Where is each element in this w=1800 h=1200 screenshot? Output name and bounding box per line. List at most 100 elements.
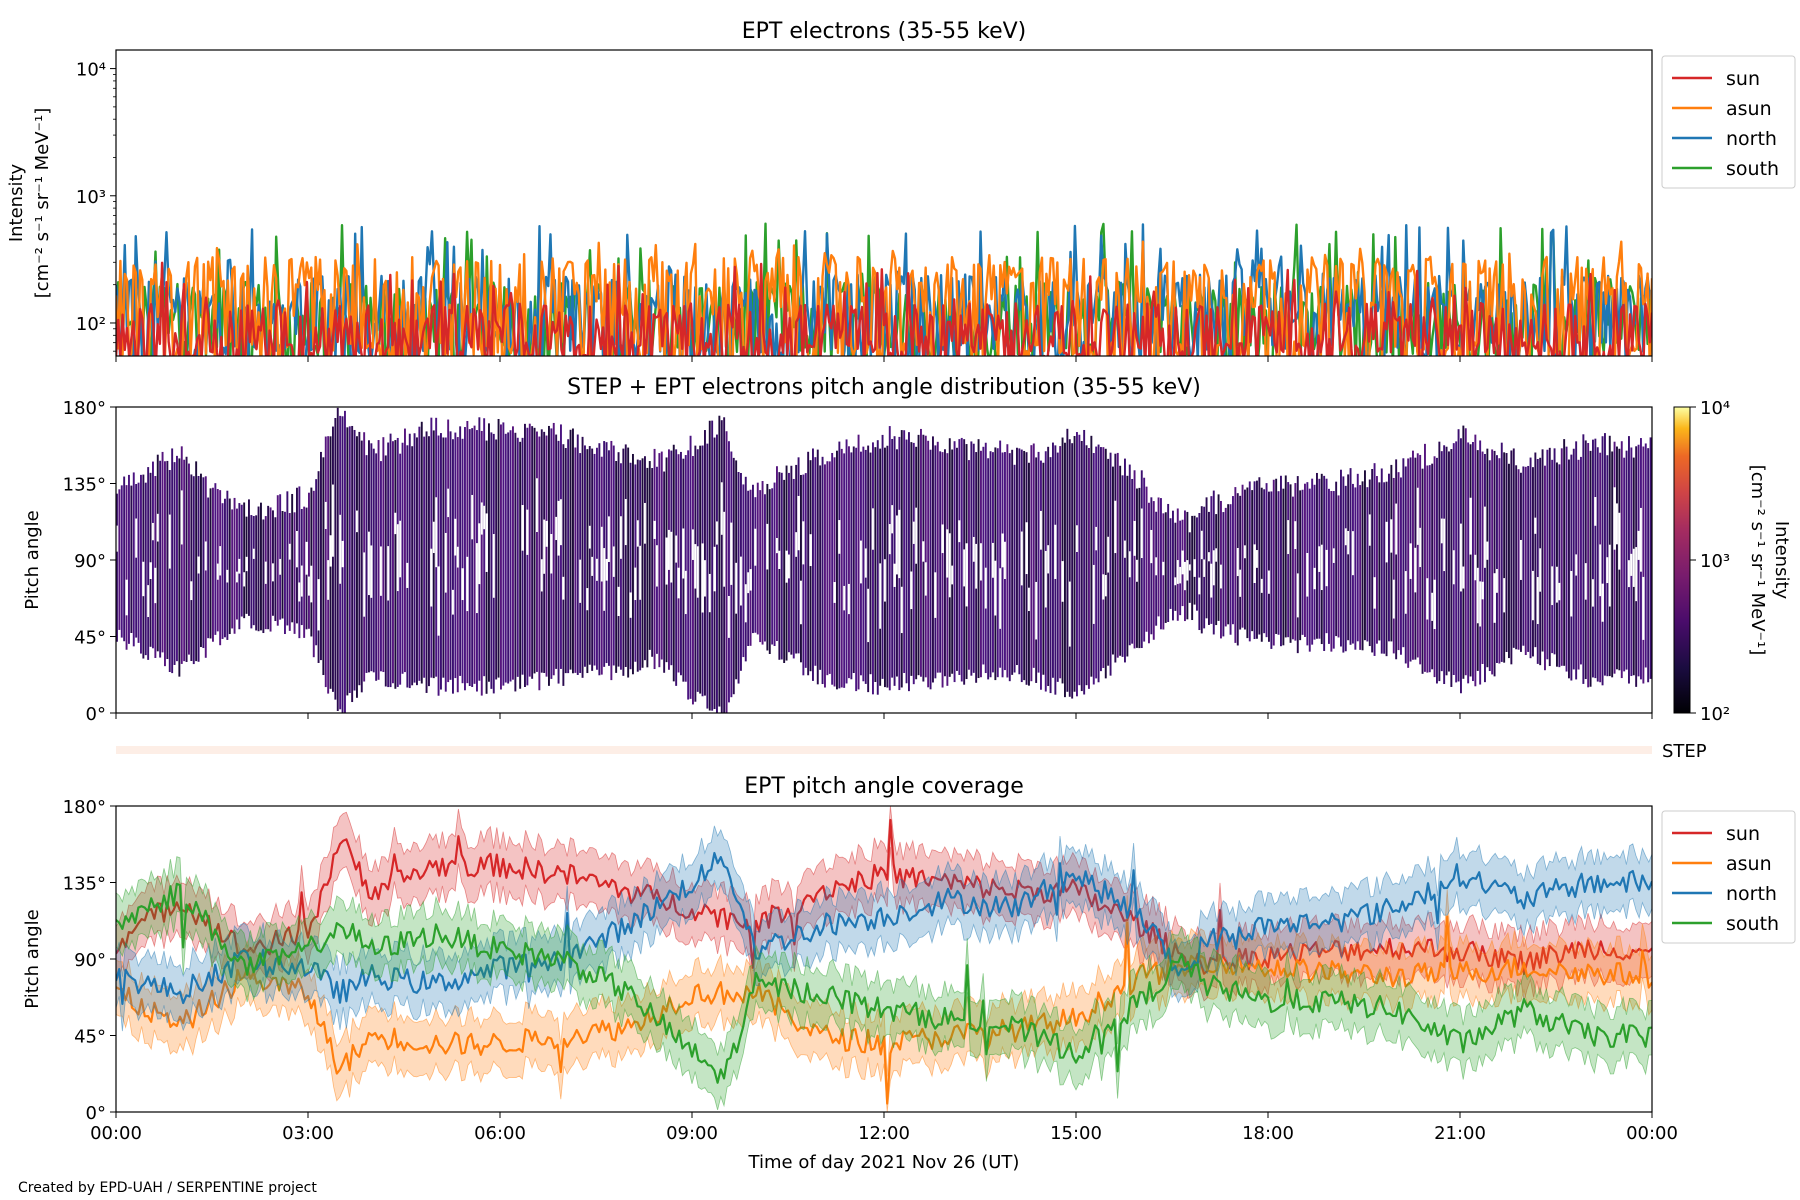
pad-column bbox=[1061, 437, 1064, 684]
pad-column bbox=[1301, 489, 1304, 635]
pad-column bbox=[1280, 475, 1282, 647]
pad-gap bbox=[600, 526, 603, 582]
pad-column bbox=[389, 433, 392, 688]
pad-column bbox=[358, 431, 361, 686]
pad-gap bbox=[684, 570, 687, 615]
pad-column bbox=[183, 459, 186, 662]
pad-gap bbox=[356, 510, 358, 533]
pad-column bbox=[159, 460, 162, 658]
pad-gap bbox=[245, 556, 248, 572]
coverage-line-south bbox=[116, 882, 1652, 1084]
pad-column bbox=[891, 438, 894, 678]
pad-column bbox=[1594, 438, 1597, 679]
pad-column bbox=[540, 429, 543, 673]
pad-gap bbox=[1520, 539, 1522, 580]
pad-column bbox=[440, 433, 442, 690]
pad-column bbox=[382, 437, 385, 673]
pad-column bbox=[720, 420, 723, 713]
pad-column bbox=[1390, 464, 1393, 642]
pad-column bbox=[514, 432, 517, 692]
pad-column bbox=[1532, 467, 1534, 657]
pad-column bbox=[939, 451, 942, 673]
pad-gap bbox=[653, 520, 656, 539]
pad-column bbox=[562, 444, 565, 686]
pad-column bbox=[1157, 497, 1160, 617]
pad-gap bbox=[1212, 550, 1215, 586]
pad-column bbox=[236, 508, 238, 620]
y-tick-label: 180° bbox=[63, 797, 106, 818]
pad-gap bbox=[466, 556, 469, 612]
pad-gap bbox=[1215, 548, 1218, 562]
pad-gap bbox=[776, 538, 778, 554]
pad-column bbox=[1577, 459, 1580, 670]
panel-coverage: EPT pitch angle coverage 0° 45° 90° 135° 180… bbox=[22, 774, 1796, 1173]
pad-column bbox=[1637, 444, 1640, 677]
pad-gap bbox=[545, 520, 548, 547]
pad-column bbox=[876, 440, 879, 695]
pad-column bbox=[1464, 428, 1467, 676]
pad-column bbox=[1361, 481, 1364, 651]
pad-column bbox=[168, 470, 171, 672]
pad-column bbox=[632, 453, 634, 675]
pad-column bbox=[764, 494, 766, 642]
pad-gap bbox=[1107, 536, 1110, 573]
pad-column bbox=[1395, 459, 1398, 660]
pad-column bbox=[1071, 443, 1074, 699]
pad-gap bbox=[1020, 531, 1023, 586]
pad-column bbox=[1066, 428, 1069, 692]
pad-gap bbox=[1092, 564, 1095, 624]
pad-column bbox=[1215, 514, 1218, 626]
pad-gap bbox=[536, 478, 538, 533]
x-tick-label: 21:00 bbox=[1434, 1123, 1486, 1144]
pad-column bbox=[416, 437, 418, 686]
pad-column bbox=[528, 423, 531, 677]
x-tick-label: 18:00 bbox=[1242, 1123, 1294, 1144]
pad-gap bbox=[579, 559, 582, 603]
pad-column bbox=[1013, 464, 1016, 673]
credit-footer: Created by EPD-UAH / SERPENTINE project bbox=[18, 1180, 317, 1196]
pad-column bbox=[1076, 432, 1078, 697]
pad-gap bbox=[483, 505, 486, 530]
pad-column bbox=[1556, 462, 1558, 667]
pad-gap bbox=[1642, 576, 1645, 640]
pad-column bbox=[1349, 468, 1352, 645]
y-tick-label: 90° bbox=[74, 950, 106, 971]
pad-gap bbox=[1395, 503, 1398, 555]
pad-gap bbox=[723, 511, 726, 587]
pad-column bbox=[1587, 443, 1590, 688]
pad-gap bbox=[1635, 547, 1638, 602]
pad-column bbox=[1572, 448, 1575, 670]
pad-column bbox=[156, 454, 159, 652]
pad-gap bbox=[730, 522, 733, 585]
pad-column bbox=[1642, 446, 1645, 684]
pad-gap bbox=[696, 546, 699, 598]
pad-column bbox=[1433, 456, 1436, 678]
pad-gap bbox=[1558, 582, 1561, 601]
pad-column bbox=[365, 455, 368, 673]
pad-column bbox=[272, 510, 274, 616]
pad-column bbox=[334, 418, 337, 700]
pad-column bbox=[1260, 487, 1263, 642]
pad-column bbox=[521, 437, 524, 675]
pad-column bbox=[1364, 470, 1366, 641]
pad-gap bbox=[1253, 544, 1256, 583]
pad-gap bbox=[1503, 578, 1506, 613]
pad-column bbox=[1397, 472, 1400, 651]
pad-column bbox=[1515, 465, 1518, 650]
pad-gap bbox=[1104, 574, 1107, 597]
pad-column bbox=[1275, 478, 1278, 634]
pad-gap bbox=[1313, 567, 1316, 590]
pad-gap bbox=[629, 592, 632, 618]
pad-column bbox=[675, 449, 678, 686]
pad-column bbox=[663, 471, 666, 673]
pad-column bbox=[1104, 448, 1107, 679]
pad-gap bbox=[980, 543, 982, 581]
pad-column bbox=[1440, 451, 1443, 672]
pad-column bbox=[920, 428, 922, 677]
pad-column bbox=[917, 434, 920, 676]
pad-gap bbox=[1128, 551, 1131, 578]
pad-column bbox=[1244, 489, 1246, 630]
pad-column bbox=[360, 440, 363, 693]
pad-gap bbox=[272, 563, 274, 582]
pad-column bbox=[1116, 452, 1119, 658]
